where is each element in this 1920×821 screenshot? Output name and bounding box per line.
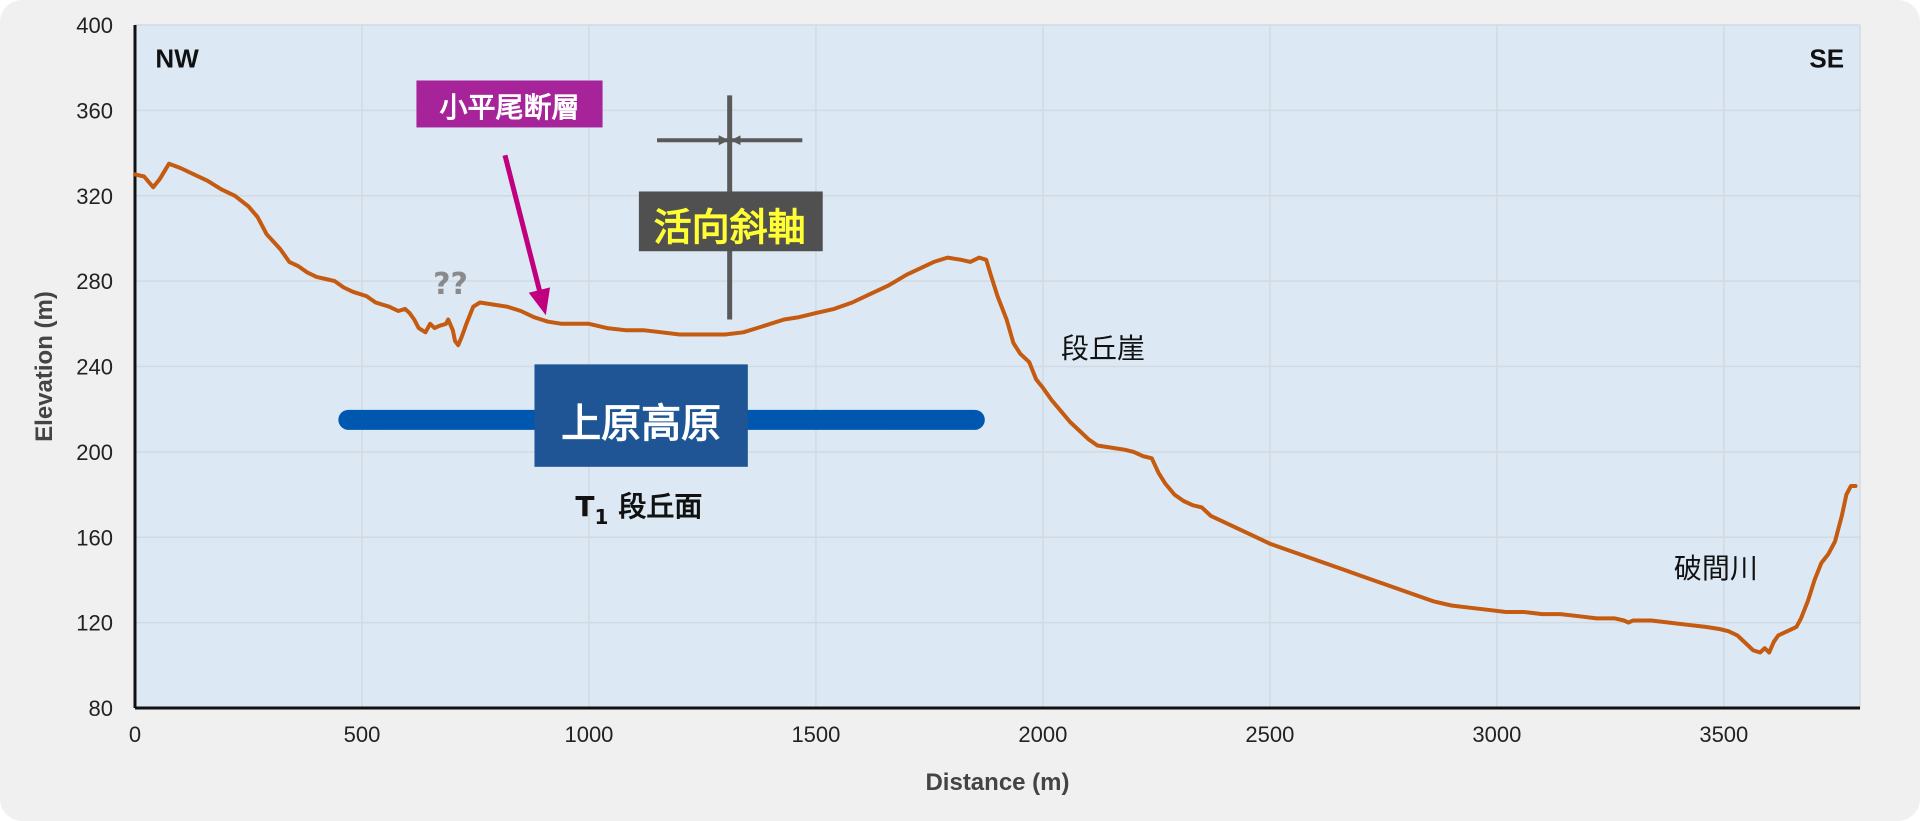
y-tick-label: 360 xyxy=(76,98,113,123)
x-tick-label: 2000 xyxy=(1018,722,1067,747)
terrace-rest: 段丘面 xyxy=(618,490,702,523)
question-marks: ?? xyxy=(433,267,468,302)
x-tick-label: 3000 xyxy=(1472,722,1521,747)
y-tick-label: 400 xyxy=(76,13,113,38)
x-tick-label: 3500 xyxy=(1699,722,1748,747)
direction-nw: NW xyxy=(155,44,199,74)
y-tick-label: 120 xyxy=(76,611,113,636)
terrace-t: T xyxy=(575,490,594,523)
y-tick-label: 160 xyxy=(76,525,113,550)
tick-labels: 80 120 160 200 240 280 320 360 400 0 500 1000 1500 20… xyxy=(76,13,1748,747)
x-axis-title: Distance (m) xyxy=(925,769,1069,796)
terrace-scarp-label: 段丘崖 xyxy=(1061,332,1145,365)
y-tick-label: 320 xyxy=(76,184,113,209)
y-axis-title: Elevation (m) xyxy=(31,291,58,442)
plateau-label: 上原高原 xyxy=(561,401,721,447)
x-tick-label: 2500 xyxy=(1245,722,1294,747)
anticline-label-box xyxy=(638,191,823,252)
fault-arrow-line xyxy=(502,154,545,304)
fault-arrow-head xyxy=(528,287,551,316)
anticline-label: 活向斜軸 xyxy=(654,206,806,250)
x-tick-label: 0 xyxy=(129,722,141,747)
y-tick-label: 80 xyxy=(89,696,113,721)
y-tick-label: 200 xyxy=(76,440,113,465)
x-tick-label: 500 xyxy=(344,722,381,747)
fault-label: 小平尾断層 xyxy=(439,91,579,124)
plateau-label-box xyxy=(534,364,748,467)
axes xyxy=(133,25,1860,710)
fault-label-box xyxy=(416,80,603,128)
terrace-subscript: 1 xyxy=(594,505,608,529)
y-tick-label: 240 xyxy=(76,355,113,380)
terrace-label: T1 段丘面 xyxy=(575,490,702,529)
elevation-profile-line xyxy=(133,161,1858,655)
y-tick-label: 280 xyxy=(76,269,113,294)
x-tick-label: 1500 xyxy=(791,722,840,747)
x-tick-label: 1000 xyxy=(564,722,613,747)
direction-se: SE xyxy=(1809,44,1844,74)
river-label: 破間川 xyxy=(1674,552,1758,585)
grid-lines xyxy=(135,24,1861,708)
